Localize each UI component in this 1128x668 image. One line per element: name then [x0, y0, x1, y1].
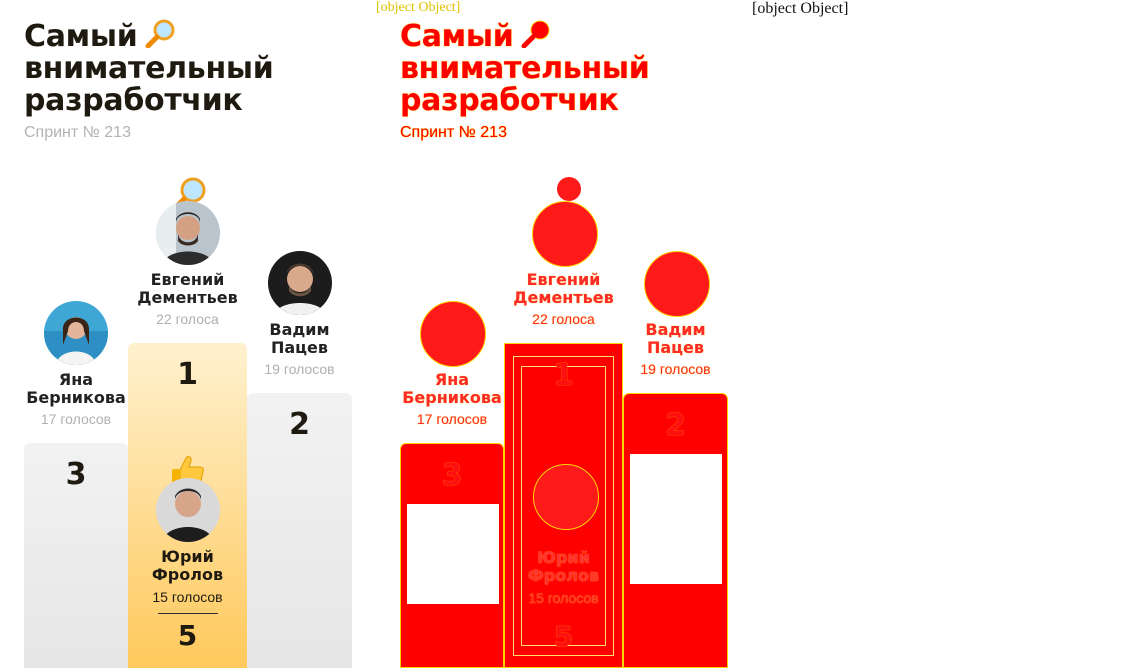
avatar-yana-bernikova [44, 301, 108, 365]
magnifier-icon [519, 18, 553, 49]
podium-column-first: 1 Юрий Фролов 15 голосов 5 [128, 343, 247, 668]
raw-object-text: [object Object] [752, 0, 849, 17]
podium-column-third: 3 [24, 443, 128, 668]
extra-participant-name: Юрий Фролов [151, 547, 224, 584]
debug-avatar-third [420, 301, 486, 367]
avatar-yuri-frolov [156, 478, 220, 542]
place-number-extra: 5 [177, 619, 198, 652]
title-line-2: внимательный [24, 51, 274, 86]
votes-divider [158, 613, 218, 614]
place-number-first: 1 [177, 357, 198, 392]
debug-avatar-first [532, 201, 598, 267]
extra-participant-votes: 15 голосов [152, 589, 223, 605]
participant-name-second: Вадим Пацев [269, 320, 330, 357]
raw-output-panel: [object Object] [752, 0, 1128, 668]
participant-name-first: Евгений Дементьев [137, 270, 238, 307]
debug-avatar-second [644, 251, 710, 317]
place-number-third: 3 [65, 457, 87, 492]
avatar-evgeny-dementev [156, 201, 220, 265]
debug-badge-first [557, 177, 581, 201]
debug-object-label: [object Object] [376, 0, 461, 15]
podium-column-second: 2 [247, 393, 352, 668]
participant-name-third: Яна Берникова [26, 370, 126, 407]
debug-column-third: 3 [400, 443, 504, 668]
avatar-vadim-patsev [268, 251, 332, 315]
debug-column-first: 1 Юрий Фролов 15 голосов 5 [504, 343, 623, 668]
participant-votes-second: 19 голосов [264, 361, 335, 377]
title-line-1: Самый [24, 18, 273, 53]
sprint-subtitle: Спринт № 213 [24, 124, 131, 141]
participant-votes-first: 22 голоса [156, 311, 219, 327]
participant-votes-third: 17 голосов [40, 411, 112, 427]
slide-title: Самый внимательный разработчик [24, 18, 274, 118]
magnifier-icon [143, 18, 177, 49]
debug-mask-panel: [object Object] Самый внимательный разра… [376, 0, 752, 668]
leaders-slide: Самый внимательный разработчик Спринт № … [0, 0, 376, 668]
title-line-3: разработчик [24, 83, 243, 118]
debug-sprint-subtitle: Спринт № 213 [400, 124, 507, 141]
place-number-second: 2 [289, 407, 310, 442]
debug-slide-title: Самый внимательный разработчик [400, 18, 650, 118]
debug-column-second: 2 [623, 393, 728, 668]
